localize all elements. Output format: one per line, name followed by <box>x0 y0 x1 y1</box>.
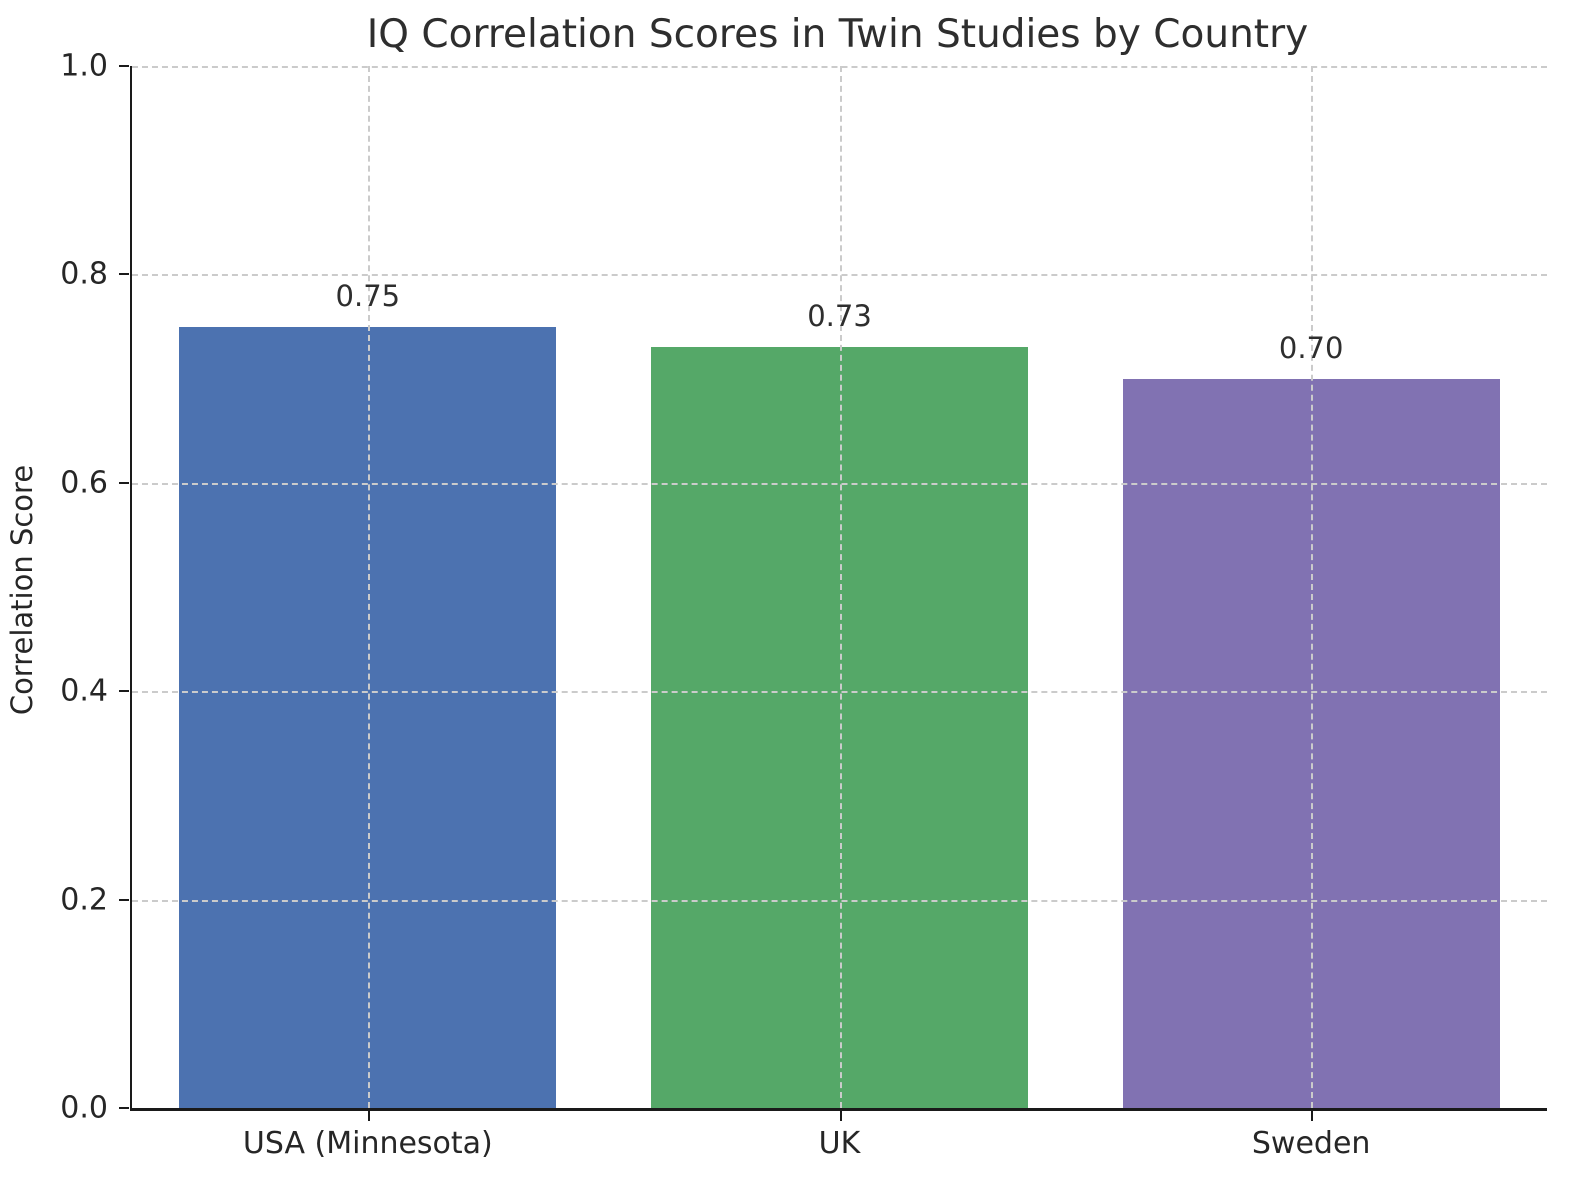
x-tick-mark <box>839 1111 842 1121</box>
horizontal-gridline <box>132 66 1547 68</box>
y-tick-mark <box>119 481 129 484</box>
y-tick-label: 0.6 <box>60 465 108 501</box>
y-tick-label: 0.2 <box>60 882 108 918</box>
x-tick-mark <box>367 1111 370 1121</box>
y-tick-mark <box>119 65 129 67</box>
y-axis-label: Correlation Score <box>5 464 40 716</box>
x-tick-mark <box>1311 1111 1314 1121</box>
horizontal-gridline <box>132 274 1547 277</box>
y-tick-label: 1.0 <box>60 48 108 84</box>
x-tick-label: USA (Minnesota) <box>242 1126 493 1161</box>
bar-sweden <box>1122 378 1500 1108</box>
bar-value-label: 0.73 <box>807 299 872 334</box>
y-tick-mark <box>119 898 129 901</box>
x-tick-label: UK <box>818 1126 861 1161</box>
bar-value-label: 0.75 <box>335 278 401 313</box>
bar-uk <box>650 347 1029 1108</box>
y-tick-label: 0.8 <box>60 256 108 292</box>
plot-area: 0.75 USA (Minnesota) 0.73 UK 0.70 Sweden 0.0 0.… <box>60 49 1547 1161</box>
chart-title: IQ Correlation Scores in Twin Studies by… <box>366 12 1309 57</box>
bar-value-label: 0.70 <box>1278 330 1344 365</box>
y-tick-mark <box>119 690 129 693</box>
y-axis-label-wrap: Correlation Score <box>0 0 52 1180</box>
y-tick-label: 0.0 <box>60 1090 108 1126</box>
y-tick-mark <box>119 1107 129 1109</box>
x-tick-label: Sweden <box>1251 1126 1371 1161</box>
y-tick-label: 0.4 <box>60 673 108 709</box>
y-tick-mark <box>119 273 129 276</box>
bar-usa-minnesota <box>179 326 557 1108</box>
